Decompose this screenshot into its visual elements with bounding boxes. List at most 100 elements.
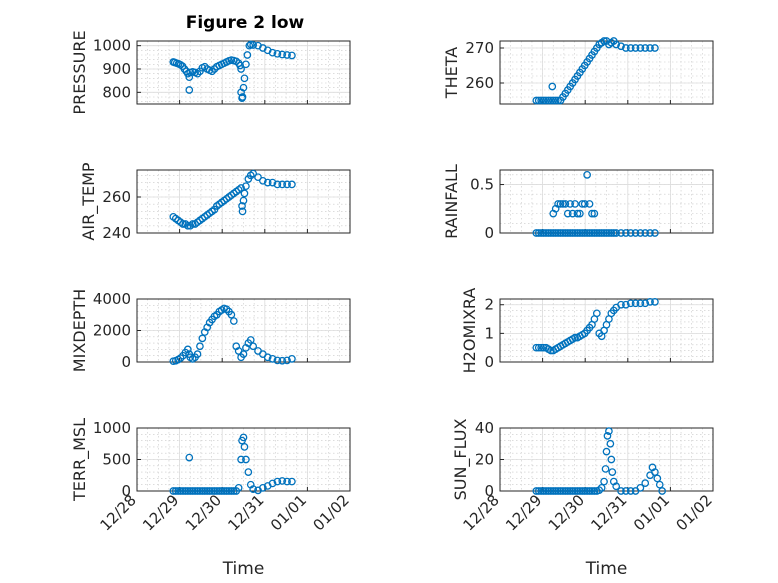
- y-tick-label: 800: [102, 83, 131, 101]
- y-tick-label: 900: [102, 60, 131, 78]
- data-point: [646, 298, 654, 306]
- data-point: [583, 487, 591, 495]
- y-tick-label: 20: [475, 451, 494, 469]
- data-point: [263, 353, 272, 362]
- data-point: [278, 50, 287, 59]
- y-tick-label: 40: [475, 419, 494, 437]
- data-point: [597, 229, 606, 237]
- data-point: [534, 487, 543, 495]
- data-point: [600, 37, 608, 45]
- data-point: [651, 229, 659, 237]
- data-point: [240, 443, 249, 451]
- data-point: [636, 299, 645, 308]
- data-point: [215, 487, 224, 495]
- data-point: [546, 96, 555, 105]
- y-tick-label: 1000: [93, 37, 131, 55]
- x-axis-label: Time: [222, 559, 265, 579]
- data-point: [183, 221, 192, 230]
- data-point: [583, 229, 591, 237]
- data-point: [183, 345, 192, 354]
- data-point: [537, 229, 545, 237]
- data-point: [169, 487, 178, 495]
- data-point: [559, 229, 567, 237]
- figure-title: Figure 2 low: [186, 13, 305, 33]
- data-point: [539, 96, 548, 105]
- data-point: [636, 229, 645, 237]
- data-point: [617, 487, 625, 495]
- data-point: [641, 229, 650, 237]
- data-point: [636, 44, 645, 52]
- data-point: [198, 487, 207, 495]
- data-point: [288, 51, 296, 60]
- x-tick-label: 12/29: [502, 491, 545, 534]
- data-point: [546, 346, 555, 355]
- x-tick-label: 12/29: [139, 491, 182, 534]
- axes-box: [136, 169, 351, 234]
- data-point: [561, 487, 570, 495]
- data-point: [532, 343, 541, 352]
- y-axis-label: TERR_MSL: [70, 418, 90, 502]
- data-point: [181, 487, 190, 495]
- y-tick-label: 0: [484, 353, 494, 371]
- data-point: [566, 229, 575, 237]
- y-axis-label: SUN_FLUX: [451, 419, 471, 501]
- data-point: [243, 51, 252, 59]
- data-point: [578, 229, 587, 237]
- data-point: [626, 299, 635, 308]
- data-point: [600, 477, 608, 486]
- data-point: [559, 487, 567, 495]
- data-point: [239, 350, 248, 358]
- data-point: [176, 60, 185, 69]
- axes-box: [136, 40, 351, 105]
- data-point: [595, 486, 604, 495]
- data-point: [193, 487, 202, 495]
- data-point: [278, 180, 287, 189]
- y-tick-label: 260: [465, 74, 494, 92]
- data-point: [288, 180, 296, 189]
- data-point: [268, 48, 277, 57]
- data-point: [239, 433, 248, 442]
- data-point: [288, 354, 296, 363]
- data-point: [534, 343, 543, 352]
- data-point: [626, 229, 635, 237]
- data-point: [568, 487, 577, 495]
- data-point: [249, 342, 258, 351]
- data-point: [583, 170, 591, 179]
- data-point: [549, 96, 558, 105]
- data-point: [612, 40, 621, 49]
- data-point: [238, 202, 246, 210]
- data-point: [245, 41, 254, 50]
- y-tick-label: 500: [102, 451, 131, 469]
- data-point: [602, 229, 611, 237]
- data-point: [259, 483, 267, 492]
- data-point: [193, 350, 202, 358]
- data-point: [539, 487, 548, 495]
- data-point: [544, 96, 553, 105]
- y-tick-label: 0.5: [470, 176, 494, 194]
- data-point: [273, 49, 282, 58]
- data-point: [554, 96, 562, 105]
- data-point: [546, 487, 555, 495]
- y-tick-label: 4000: [93, 290, 131, 308]
- data-point: [205, 487, 214, 495]
- data-point: [608, 468, 617, 476]
- data-point: [220, 487, 228, 495]
- data-point: [576, 487, 584, 495]
- data-point: [568, 229, 577, 237]
- data-point: [222, 487, 231, 495]
- data-point: [185, 453, 194, 462]
- data-point: [549, 487, 558, 495]
- y-tick-label: 0: [121, 353, 131, 371]
- data-point: [568, 209, 577, 218]
- data-point: [580, 487, 589, 495]
- data-point: [283, 477, 291, 486]
- x-tick-label: 12/31: [224, 491, 267, 534]
- data-point: [646, 229, 654, 237]
- x-axis-label: Time: [585, 559, 628, 579]
- data-point: [636, 483, 645, 492]
- data-point: [200, 62, 209, 71]
- data-point: [576, 209, 584, 218]
- y-axis-label: RAINFALL: [442, 164, 461, 239]
